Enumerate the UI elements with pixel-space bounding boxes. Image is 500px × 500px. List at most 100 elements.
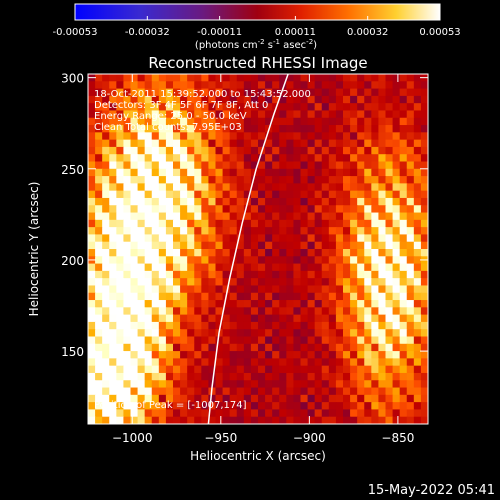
heatmap-cell (258, 190, 266, 199)
heatmap-cell (406, 110, 415, 119)
heatmap-cell (222, 372, 231, 381)
heatmap-cell (187, 307, 195, 316)
heatmap-cell (328, 358, 337, 367)
heatmap-cell (286, 292, 295, 301)
heatmap-cell (95, 117, 103, 126)
heatmap-cell (413, 110, 422, 119)
heatmap-cell (180, 416, 188, 424)
heatmap-cell (357, 314, 365, 323)
heatmap-cell (116, 329, 125, 338)
x-axis-label: Heliocentric X (arcsec) (190, 449, 326, 463)
heatmap-cell (102, 256, 110, 265)
heatmap-cell (95, 285, 103, 294)
heatmap-cell (314, 380, 323, 389)
heatmap-cell (335, 154, 344, 163)
heatmap-cell (272, 95, 280, 104)
heatmap-cell (293, 329, 302, 338)
heatmap-cell (229, 278, 238, 287)
heatmap-cell (314, 146, 323, 155)
heatmap-cell (279, 343, 287, 352)
heatmap-cell (314, 205, 323, 214)
colorbar-tick-label: -0.00032 (125, 27, 170, 38)
heatmap-cell (250, 154, 259, 163)
heatmap-cell (194, 329, 202, 338)
heatmap-cell (222, 314, 231, 323)
heatmap-cell (343, 394, 351, 403)
heatmap-cell (343, 190, 351, 199)
heatmap-cell (187, 110, 195, 119)
heatmap-cell (286, 365, 295, 374)
heatmap-cell (420, 161, 428, 170)
heatmap-cell (420, 394, 428, 403)
heatmap-cell (357, 234, 365, 243)
heatmap-cell (300, 358, 309, 367)
heatmap-cell (88, 125, 96, 133)
heatmap-cell (385, 292, 394, 301)
heatmap-cell (272, 256, 280, 265)
heatmap-cell (321, 329, 330, 338)
heatmap-cell (201, 372, 210, 381)
heatmap-cell (399, 219, 408, 228)
heatmap-cell (102, 278, 110, 287)
heatmap-cell (293, 387, 302, 396)
heatmap-cell (392, 183, 401, 192)
heatmap-cell (420, 343, 428, 352)
heatmap-cell (406, 161, 415, 170)
heatmap-cell (350, 190, 358, 199)
heatmap-cell (102, 190, 110, 199)
heatmap-cell (321, 241, 330, 250)
y-tick-label: 250 (61, 163, 84, 177)
heatmap-cell (272, 110, 280, 119)
heatmap-cell (335, 81, 344, 90)
heatmap-cell (229, 219, 238, 228)
heatmap-cell (300, 146, 309, 155)
heatmap-cell (130, 285, 139, 294)
heatmap-cell (102, 74, 110, 82)
heatmap-cell (272, 343, 280, 352)
heatmap-cell (151, 234, 160, 243)
heatmap-cell (222, 227, 231, 236)
heatmap-cell (180, 285, 188, 294)
heatmap-cell (158, 329, 167, 338)
heatmap-cell (109, 81, 117, 90)
heatmap-cell (229, 314, 238, 323)
heatmap-cell (144, 197, 153, 206)
heatmap-cell (165, 117, 174, 126)
heatmap-cell (194, 409, 202, 418)
heatmap-cell (378, 154, 387, 163)
heatmap-cell (243, 300, 252, 308)
heatmap-cell (158, 176, 167, 184)
heatmap-cell (130, 146, 139, 155)
heatmap-cell (215, 205, 224, 214)
heatmap-cell (399, 168, 408, 177)
heatmap-cell (109, 416, 117, 424)
heatmap-cell (335, 212, 344, 221)
heatmap-cell (364, 161, 372, 170)
heatmap-cell (420, 227, 428, 236)
heatmap-cell (158, 146, 167, 155)
heatmap-cell (357, 409, 365, 418)
heatmap-cell (328, 416, 337, 424)
heatmap-cell (314, 365, 323, 374)
heatmap-cell (286, 409, 295, 418)
heatmap-cell (307, 241, 316, 250)
heatmap-cell (229, 321, 238, 330)
heatmap-cell (420, 285, 428, 294)
heatmap-cell (215, 307, 224, 316)
heatmap-cell (194, 183, 202, 192)
heatmap-cell (236, 197, 245, 206)
heatmap-cell (265, 372, 273, 381)
heatmap-cell (307, 132, 316, 141)
heatmap-cell (250, 336, 259, 345)
heatmap-cell (95, 314, 103, 323)
heatmap-cell (350, 343, 358, 352)
heatmap-cell (222, 168, 231, 177)
heatmap-cell (307, 176, 316, 184)
heatmap-cell (130, 183, 139, 192)
heatmap-cell (286, 336, 295, 345)
heatmap-cell (321, 74, 330, 82)
heatmap-cell (300, 103, 309, 112)
heatmap-cell (378, 321, 387, 330)
heatmap-cell (222, 197, 231, 206)
